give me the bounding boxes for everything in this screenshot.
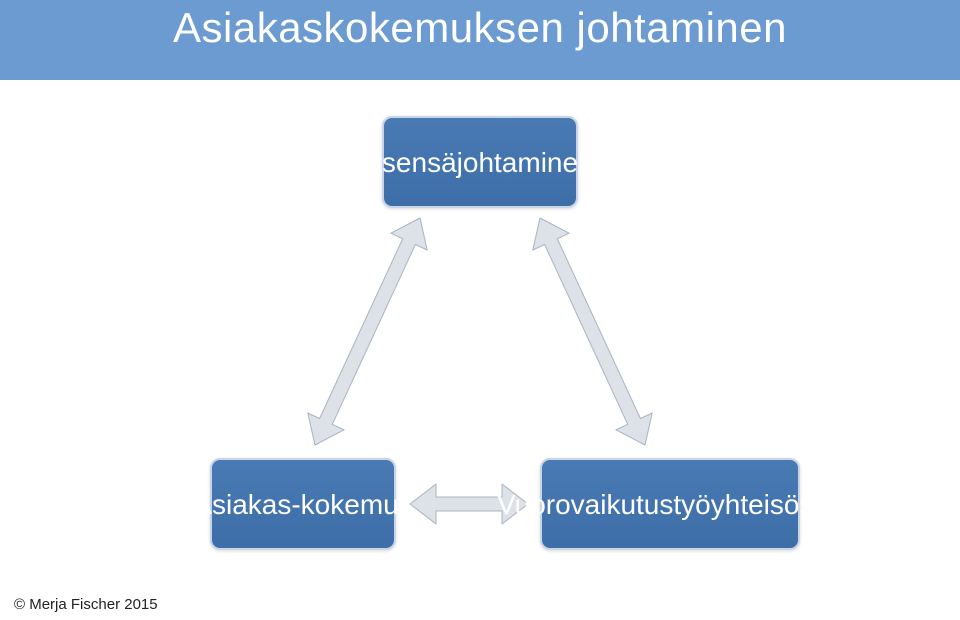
copyright: © Merja Fischer 2015 xyxy=(14,596,158,614)
node-right: Vuorovaikutustyöyhteisössä xyxy=(540,458,800,550)
diagram-canvas: © Merja Fischer 2015 Itsensäjohtaminen As… xyxy=(0,80,960,620)
arrow-0 xyxy=(308,218,427,445)
arrow-1 xyxy=(533,218,652,445)
header: Asiakaskokemuksen johtaminen xyxy=(0,0,960,80)
page-title: Asiakaskokemuksen johtaminen xyxy=(173,4,787,52)
copyright-text: © Merja Fischer 2015 xyxy=(14,596,158,613)
node-top: Itsensäjohtaminen xyxy=(382,116,578,208)
node-left: Asiakas-kokemus xyxy=(210,458,396,550)
